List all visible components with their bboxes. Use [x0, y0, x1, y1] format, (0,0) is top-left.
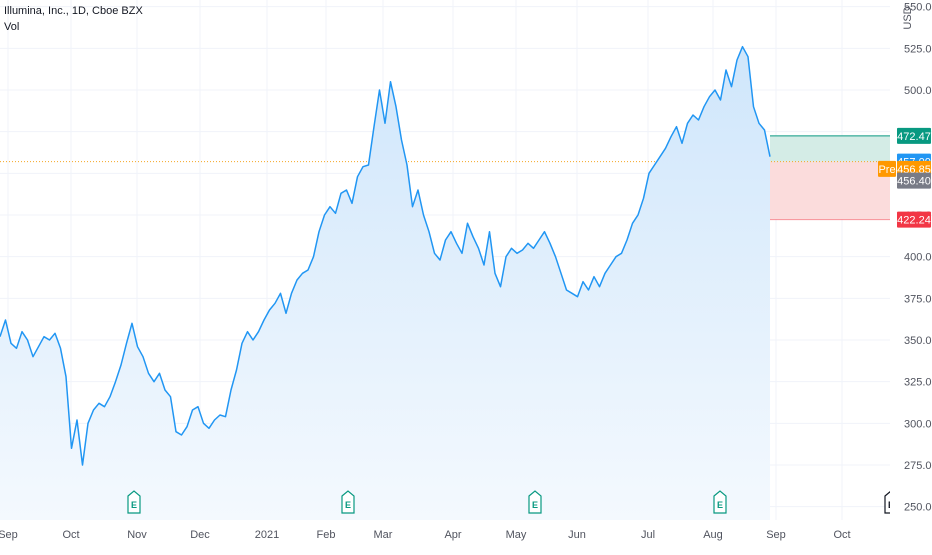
earnings-marker-label: E: [345, 500, 351, 510]
time-tick-label: May: [506, 529, 527, 541]
premarket-tag: Pre: [878, 164, 895, 176]
price-tick-label: 500.00: [904, 85, 932, 97]
close-price-badge-label: 456.40: [897, 176, 931, 188]
time-tick-label: Jun: [568, 529, 586, 541]
time-tick-label: Sep: [0, 529, 18, 541]
profit-zone: [770, 135, 890, 162]
time-tick-label: Dec: [190, 529, 210, 541]
time-tick-label: Nov: [127, 529, 147, 541]
time-tick-label: Mar: [374, 529, 393, 541]
time-axis: Sep Oct Nov Dec 2021 Feb Mar Apr May Jun Jul Aug Sep…: [0, 521, 932, 550]
earnings-marker-label: E: [717, 500, 723, 510]
price-tick-label: 525.00: [904, 43, 932, 55]
earnings-marker[interactable]: E: [127, 490, 141, 514]
volume-label[interactable]: Vol: [4, 21, 20, 33]
earnings-marker-shape: [713, 490, 727, 514]
price-area-fill: [0, 46, 770, 520]
time-tick-label: Feb: [317, 529, 336, 541]
earnings-marker-label: E: [131, 500, 137, 510]
price-tick-label: 400.00: [904, 252, 932, 264]
target-price-badge-label: 472.47: [897, 131, 931, 143]
premarket-tag-bg: [878, 160, 896, 177]
earnings-marker-shape: [127, 490, 141, 514]
price-axis: 250.00 275.00 300.00 325.00 350.00 375.00 400.…: [890, 0, 932, 550]
stop-price-badge-bg: [897, 211, 931, 228]
price-area: [0, 45, 771, 520]
target-price-badge-bg: [897, 127, 931, 144]
position-zones: [0, 135, 890, 221]
price-tick-label: 375.00: [904, 293, 932, 305]
time-tick-label: Oct: [62, 529, 79, 541]
time-tick-label: Aug: [703, 529, 723, 541]
price-tick-label: 250.00: [904, 502, 932, 514]
symbol-title[interactable]: Illumina, Inc., 1D, Cboe BZX: [4, 5, 143, 17]
stop-price-badge-label: 422.24: [897, 215, 931, 227]
time-tick-label: Jul: [641, 529, 655, 541]
price-axis-bg: [890, 0, 932, 550]
chart-legend: Illumina, Inc., 1D, Cboe BZX Vol: [4, 3, 143, 35]
time-axis-bg: [0, 521, 932, 550]
close-price-badge-bg: [897, 172, 931, 189]
time-tick-label: 2021: [255, 529, 279, 541]
price-tick-label: 550.00: [904, 2, 932, 14]
price-tick-label: 325.00: [904, 377, 932, 389]
currency-label[interactable]: USD: [902, 6, 914, 29]
time-tick-label: Sep: [766, 529, 786, 541]
earnings-marker-shape: [341, 490, 355, 514]
price-tick-label: 300.00: [904, 418, 932, 430]
time-tick-label: Oct: [833, 529, 850, 541]
earnings-marker-shape: [528, 490, 542, 514]
time-tick-label: Apr: [444, 529, 461, 541]
earnings-marker[interactable]: E: [341, 490, 355, 514]
price-line: [0, 45, 771, 466]
price-tick-label: 275.00: [904, 460, 932, 472]
loss-zone: [770, 161, 890, 220]
earnings-marker-label: E: [532, 500, 538, 510]
price-tick-label: 350.00: [904, 335, 932, 347]
earnings-marker[interactable]: E: [528, 490, 542, 514]
earnings-marker[interactable]: E: [713, 490, 727, 514]
